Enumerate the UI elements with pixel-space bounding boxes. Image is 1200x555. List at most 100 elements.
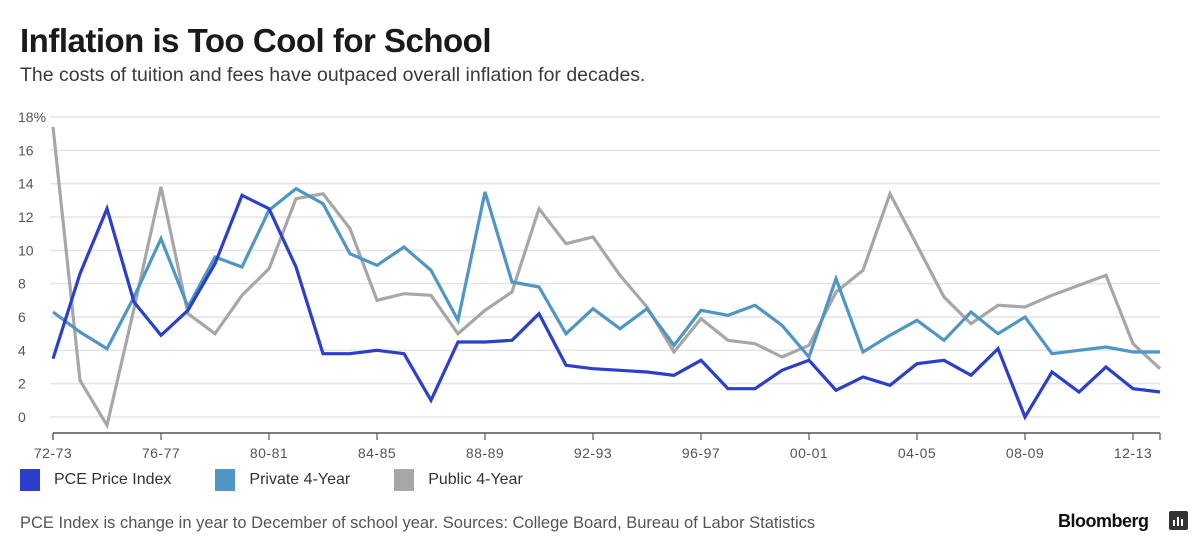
data-point-pce-price-index[interactable] <box>538 312 541 315</box>
data-point-public-4-year[interactable] <box>160 186 163 189</box>
data-point-pce-price-index[interactable] <box>349 352 352 355</box>
data-point-public-4-year[interactable] <box>403 292 406 295</box>
data-point-private-4-year[interactable] <box>1078 349 1081 352</box>
data-point-private-4-year[interactable] <box>457 319 460 322</box>
data-point-private-4-year[interactable] <box>781 324 784 327</box>
data-point-private-4-year[interactable] <box>1051 352 1054 355</box>
data-point-public-4-year[interactable] <box>349 227 352 230</box>
data-point-private-4-year[interactable] <box>1024 316 1027 319</box>
data-point-pce-price-index[interactable] <box>565 364 568 367</box>
data-point-public-4-year[interactable] <box>538 207 541 210</box>
data-point-pce-price-index[interactable] <box>592 367 595 370</box>
legend-item-private[interactable]: Private 4-Year <box>215 469 350 491</box>
data-point-private-4-year[interactable] <box>484 191 487 194</box>
data-point-public-4-year[interactable] <box>754 342 757 345</box>
data-point-private-4-year[interactable] <box>862 351 865 354</box>
data-point-public-4-year[interactable] <box>511 291 514 294</box>
data-point-pce-price-index[interactable] <box>1159 391 1162 394</box>
bar-chart-icon[interactable] <box>1169 511 1188 530</box>
data-point-private-4-year[interactable] <box>1159 351 1162 354</box>
data-point-private-4-year[interactable] <box>997 332 1000 335</box>
data-point-private-4-year[interactable] <box>943 339 946 342</box>
data-point-private-4-year[interactable] <box>970 311 973 314</box>
data-point-pce-price-index[interactable] <box>862 376 865 379</box>
data-point-public-4-year[interactable] <box>889 192 892 195</box>
data-point-private-4-year[interactable] <box>1132 351 1135 354</box>
data-point-pce-price-index[interactable] <box>1078 391 1081 394</box>
data-point-pce-price-index[interactable] <box>241 194 244 197</box>
data-point-public-4-year[interactable] <box>997 304 1000 307</box>
data-point-pce-price-index[interactable] <box>484 341 487 344</box>
data-point-public-4-year[interactable] <box>430 294 433 297</box>
data-point-public-4-year[interactable] <box>376 299 379 302</box>
data-point-pce-price-index[interactable] <box>295 266 298 269</box>
data-point-public-4-year[interactable] <box>781 356 784 359</box>
data-point-pce-price-index[interactable] <box>52 357 55 360</box>
legend-item-public[interactable]: Public 4-Year <box>394 469 523 491</box>
data-point-pce-price-index[interactable] <box>214 262 217 265</box>
data-point-private-4-year[interactable] <box>700 309 703 312</box>
data-point-pce-price-index[interactable] <box>403 352 406 355</box>
data-point-pce-price-index[interactable] <box>376 349 379 352</box>
data-point-pce-price-index[interactable] <box>727 387 730 390</box>
data-point-pce-price-index[interactable] <box>79 272 82 275</box>
data-point-pce-price-index[interactable] <box>322 352 325 355</box>
data-point-private-4-year[interactable] <box>322 202 325 205</box>
data-point-private-4-year[interactable] <box>754 304 757 307</box>
data-point-private-4-year[interactable] <box>106 347 109 350</box>
data-point-public-4-year[interactable] <box>1051 294 1054 297</box>
data-point-public-4-year[interactable] <box>268 267 271 270</box>
data-point-pce-price-index[interactable] <box>430 399 433 402</box>
data-point-pce-price-index[interactable] <box>268 207 271 210</box>
data-point-pce-price-index[interactable] <box>646 371 649 374</box>
data-point-pce-price-index[interactable] <box>187 309 190 312</box>
data-point-private-4-year[interactable] <box>565 332 568 335</box>
data-point-private-4-year[interactable] <box>646 307 649 310</box>
data-point-public-4-year[interactable] <box>619 274 622 277</box>
data-point-private-4-year[interactable] <box>511 281 514 284</box>
data-point-public-4-year[interactable] <box>79 379 82 382</box>
data-point-public-4-year[interactable] <box>727 339 730 342</box>
data-point-public-4-year[interactable] <box>916 244 919 247</box>
series-line-public-4-year[interactable] <box>51 126 1162 430</box>
data-point-public-4-year[interactable] <box>592 236 595 239</box>
data-point-pce-price-index[interactable] <box>916 362 919 365</box>
data-point-private-4-year[interactable] <box>349 252 352 255</box>
data-point-public-4-year[interactable] <box>943 296 946 299</box>
series-line-private-4-year[interactable] <box>52 186 1160 361</box>
data-point-public-4-year[interactable] <box>457 332 460 335</box>
data-point-public-4-year[interactable] <box>1132 342 1135 345</box>
data-point-pce-price-index[interactable] <box>889 384 892 387</box>
data-point-public-4-year[interactable] <box>1159 367 1162 370</box>
data-point-pce-price-index[interactable] <box>1024 416 1027 419</box>
data-point-public-4-year[interactable] <box>295 197 298 200</box>
data-point-public-4-year[interactable] <box>241 294 244 297</box>
data-point-private-4-year[interactable] <box>79 331 82 334</box>
data-point-private-4-year[interactable] <box>52 311 55 314</box>
data-point-public-4-year[interactable] <box>106 424 109 427</box>
data-point-pce-price-index[interactable] <box>943 359 946 362</box>
data-point-public-4-year[interactable] <box>835 291 838 294</box>
data-point-pce-price-index[interactable] <box>997 347 1000 350</box>
data-point-public-4-year[interactable] <box>862 269 865 272</box>
data-point-public-4-year[interactable] <box>1024 306 1027 309</box>
data-point-pce-price-index[interactable] <box>619 369 622 372</box>
data-point-pce-price-index[interactable] <box>970 374 973 377</box>
data-point-pce-price-index[interactable] <box>511 339 514 342</box>
data-point-pce-price-index[interactable] <box>808 359 811 362</box>
data-point-private-4-year[interactable] <box>376 264 379 267</box>
data-point-public-4-year[interactable] <box>214 332 217 335</box>
data-point-public-4-year[interactable] <box>484 309 487 312</box>
data-point-pce-price-index[interactable] <box>700 359 703 362</box>
data-point-public-4-year[interactable] <box>1078 284 1081 287</box>
data-point-private-4-year[interactable] <box>673 344 676 347</box>
data-point-private-4-year[interactable] <box>592 307 595 310</box>
data-point-pce-price-index[interactable] <box>457 341 460 344</box>
data-point-pce-price-index[interactable] <box>781 369 784 372</box>
data-point-private-4-year[interactable] <box>1105 346 1108 349</box>
series-line-pce-price-index[interactable] <box>51 193 1161 421</box>
data-point-private-4-year[interactable] <box>619 327 622 330</box>
data-point-private-4-year[interactable] <box>538 286 541 289</box>
data-point-pce-price-index[interactable] <box>754 387 757 390</box>
data-point-private-4-year[interactable] <box>160 237 163 240</box>
